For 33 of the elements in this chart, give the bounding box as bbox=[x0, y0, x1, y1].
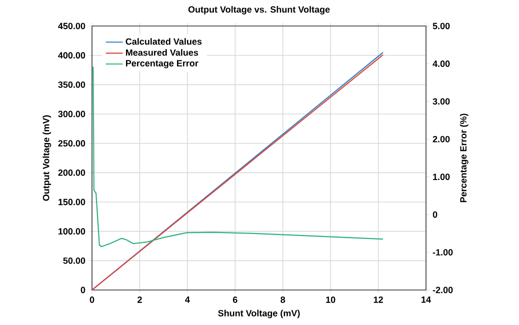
y-tick-label: 300.00 bbox=[58, 110, 86, 118]
y-tick-label: 100.00 bbox=[58, 228, 86, 235]
y2-tick-label: 4.00 bbox=[432, 60, 450, 67]
y-tick-label: 200.00 bbox=[58, 169, 86, 176]
x-tick-label: 10 bbox=[326, 296, 336, 303]
y2-tick-label: -1.00 bbox=[432, 249, 453, 256]
x-tick-label: 6 bbox=[232, 296, 238, 303]
y-tick-label: 400.00 bbox=[58, 52, 86, 59]
legend-label: Measured Values bbox=[126, 49, 198, 56]
x-tick-label: 0 bbox=[90, 296, 94, 303]
y-tick-label: 50.00 bbox=[63, 257, 86, 264]
x-tick-label: 14 bbox=[422, 296, 431, 303]
legend-label: Calculated Values bbox=[126, 38, 202, 45]
x-axis-title: Shunt Voltage (mV) bbox=[218, 310, 300, 318]
y-tick-label: 150.00 bbox=[58, 198, 86, 206]
x-tick-label: 12 bbox=[374, 296, 383, 303]
y2-tick-label: 5.00 bbox=[432, 22, 450, 30]
y2-tick-label: 1.00 bbox=[433, 174, 450, 180]
y2-tick-label: 3.00 bbox=[432, 98, 450, 105]
chart-title: Output Voltage vs. Shunt Voltage bbox=[188, 6, 330, 14]
x-tick-label: 2 bbox=[138, 296, 142, 303]
y-tick-label: 250.00 bbox=[58, 140, 86, 147]
legend-label: Percentage Error bbox=[126, 60, 198, 68]
y2-tick-label: 0 bbox=[432, 211, 438, 218]
y2-tick-label: 2.00 bbox=[432, 136, 450, 142]
y-tick-label: 0 bbox=[80, 286, 86, 294]
y-tick-label: 450.00 bbox=[58, 22, 86, 30]
y-tick-label: 350.00 bbox=[58, 81, 86, 88]
x-tick-label: 4 bbox=[185, 296, 190, 303]
y-axis-title: Output Voltage (mV) bbox=[42, 115, 52, 201]
y2-tick-label: -2.00 bbox=[432, 286, 453, 294]
x-tick-label: 8 bbox=[280, 296, 286, 303]
y2-axis-title: Percentage Error (%) bbox=[460, 114, 468, 202]
